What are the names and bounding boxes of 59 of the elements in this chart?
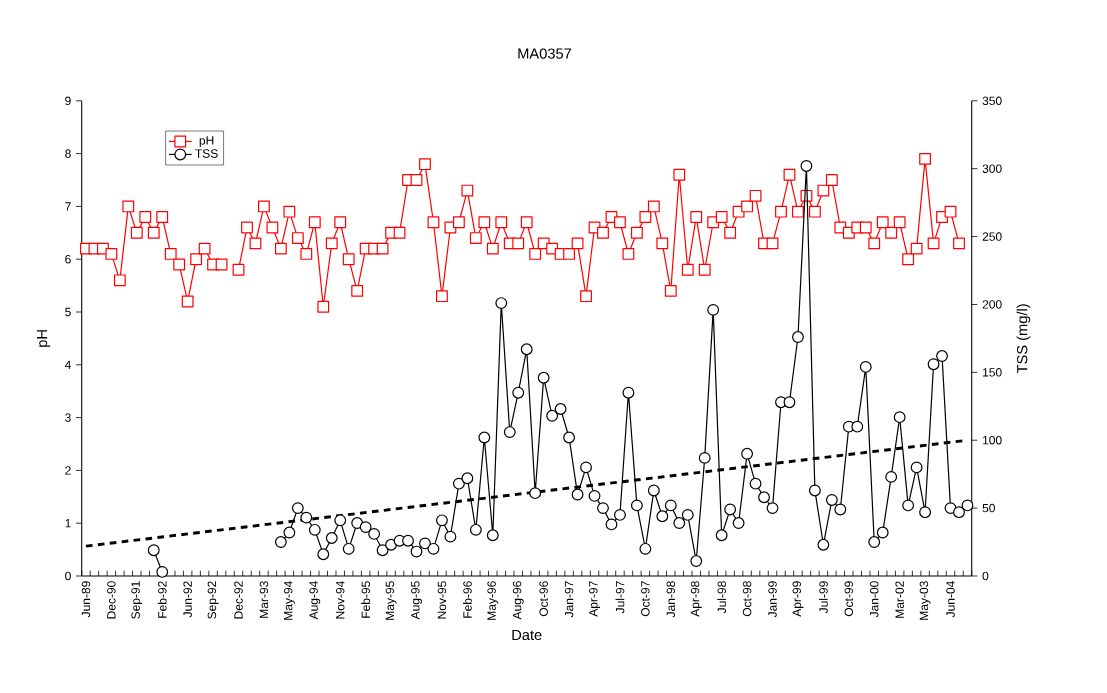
x-tick-label: Jul-97 — [615, 581, 625, 614]
y-tick-label: 4 — [64, 360, 71, 369]
x-tick-label: Sep-91 — [131, 581, 143, 619]
legend-label: pH — [199, 136, 214, 148]
y2-tick-label: 200 — [982, 300, 1002, 309]
x-tick-label: May-94 — [283, 581, 295, 620]
y-axis-title: pH — [37, 330, 51, 347]
y2-tick-label: 300 — [982, 164, 1002, 173]
x-tick-label: Apr-99 — [792, 581, 804, 617]
x-tick-label: Jun-92 — [183, 581, 192, 618]
x-tick-label: Aug-95 — [411, 581, 422, 620]
x-tick-label: Oct-98 — [742, 581, 752, 617]
x-tick-label: Jan-00 — [869, 581, 879, 618]
y-tick-label: 1 — [65, 519, 71, 528]
x-tick-label: Jun-89 — [81, 581, 91, 618]
x-tick-label: Jul-99 — [818, 581, 828, 614]
x-tick-label: Jan-97 — [564, 581, 574, 618]
y2-axis-title: TSS (mg/l) — [1016, 304, 1031, 374]
x-tick-label: Jan-98 — [666, 581, 676, 618]
legend-label: TSS — [195, 149, 218, 158]
x-tick-label: Nov-94 — [335, 581, 345, 619]
y-tick-label: 9 — [65, 96, 71, 106]
x-tick-label: May-03 — [919, 581, 931, 620]
x-tick-label: Oct-99 — [844, 581, 854, 617]
x-tick-label: Apr-98 — [690, 581, 702, 617]
x-tick-label: May-96 — [487, 581, 499, 620]
x-tick-label: Aug-94 — [309, 581, 321, 620]
x-tick-label: Dec-92 — [234, 581, 243, 619]
y2-tick-label: 0 — [982, 571, 989, 581]
y2-tick-label: 50 — [982, 503, 995, 513]
x-tick-label: Jul-98 — [717, 581, 727, 614]
x-tick-label: Mar-93 — [259, 581, 269, 618]
y2-tick-label: 350 — [982, 96, 1002, 106]
y2-tick-label: 150 — [983, 368, 1002, 377]
x-tick-label: Dec-90 — [107, 581, 116, 619]
y-tick-label: 5 — [65, 307, 71, 317]
y-tick-label: 0 — [65, 571, 71, 581]
y-tick-label: 6 — [65, 254, 71, 264]
x-tick-label: Mar-02 — [895, 581, 904, 618]
x-tick-label: Feb-92 — [157, 581, 167, 618]
x-tick-label: Feb-96 — [462, 581, 472, 618]
x-tick-label: Aug-96 — [512, 581, 524, 620]
x-tick-label: May-95 — [385, 581, 397, 620]
y2-tick-label: 100 — [983, 435, 1002, 445]
y-tick-label: 3 — [65, 413, 71, 422]
x-tick-label: Jan-99 — [768, 581, 777, 618]
y2-tick-label: 250 — [982, 232, 1002, 241]
x-tick-label: Feb-95 — [361, 581, 371, 618]
x-tick-label: Oct-97 — [641, 581, 650, 617]
y-tick-label: 2 — [65, 466, 71, 475]
x-tick-label: Nov-95 — [437, 581, 447, 619]
y-tick-label: 7 — [65, 202, 71, 211]
x-tick-label: Jun-04 — [946, 581, 955, 618]
x-axis-title: Date — [512, 629, 542, 641]
x-tick-label: Oct-96 — [539, 581, 548, 617]
y-tick-label: 8 — [65, 149, 71, 158]
x-tick-label: Sep-92 — [207, 581, 219, 619]
x-tick-label: Apr-97 — [589, 581, 600, 617]
chart-title: MA0357 — [518, 48, 572, 59]
